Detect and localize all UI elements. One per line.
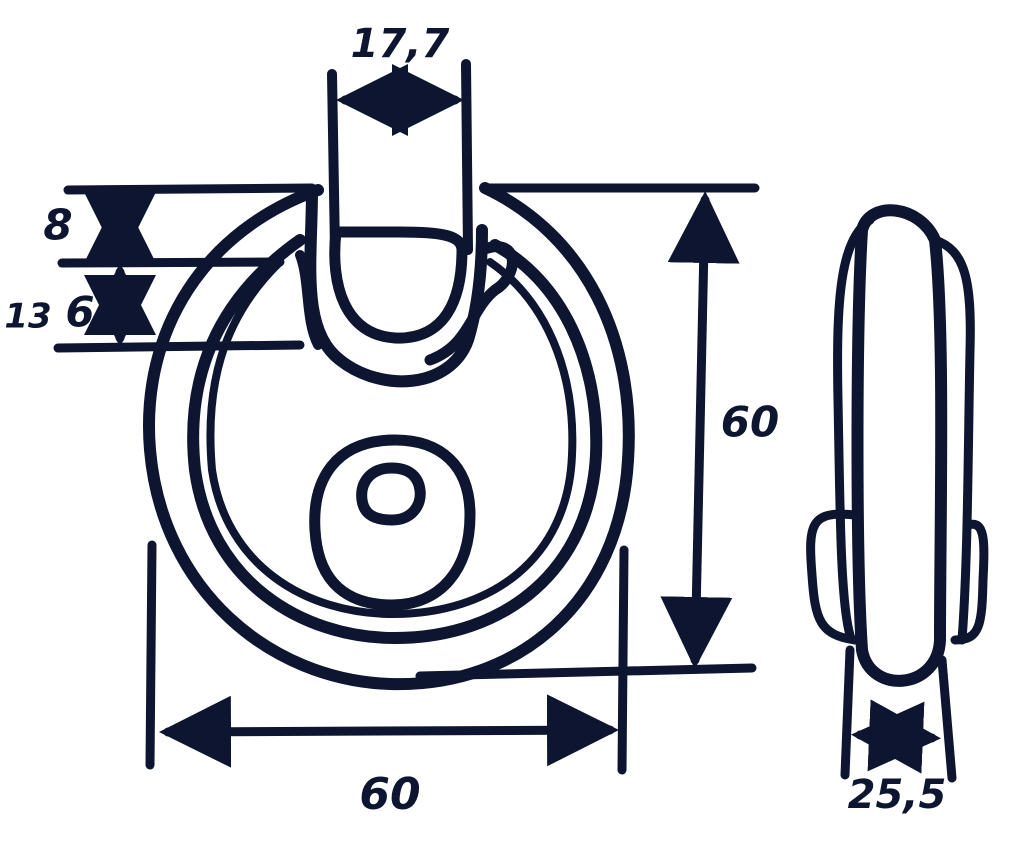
shackle-housing-curl — [424, 241, 518, 366]
dim-width-line — [159, 694, 619, 768]
shackle-housing-left-wing — [295, 250, 323, 350]
label-body-width: 60 — [359, 769, 420, 820]
front-view — [143, 59, 635, 691]
body-bevel-ring — [206, 258, 577, 618]
dim-mid-reference-line — [57, 257, 285, 268]
side-lug-left — [806, 509, 860, 645]
label-shackle-clearance: 8 — [43, 201, 72, 250]
dimension-labels: 17,7 8 13 6 60 60 25,5 — [4, 21, 946, 820]
dim-bottom-reference-line — [415, 663, 757, 681]
label-body-height: 60 — [721, 398, 779, 447]
label-shackle-depth-inner: 6 — [65, 288, 94, 337]
side-dim-right-extension — [937, 655, 957, 783]
label-body-thickness: 25,5 — [848, 772, 947, 818]
keyhole-inner — [356, 462, 426, 526]
shackle-right-leg — [461, 59, 473, 255]
side-view — [806, 204, 989, 687]
label-shackle-width: 17,7 — [351, 21, 450, 67]
body-inner-ring — [187, 234, 603, 644]
dim-lower-reference-line — [53, 340, 305, 353]
dim-right-extension-line — [617, 545, 629, 775]
dim-top-reference-line — [63, 183, 760, 195]
side-dimensions — [840, 645, 957, 783]
dim-left-extension-line — [145, 540, 157, 770]
side-body-back-right — [930, 235, 975, 645]
shackle-housing-inner — [329, 226, 468, 344]
side-dim-thickness-line — [851, 699, 941, 774]
shackle-left-leg — [327, 69, 340, 255]
label-shackle-depth-total: 13 — [4, 297, 51, 337]
dim-height-line — [660, 191, 740, 669]
side-dim-left-extension — [840, 645, 855, 780]
keyhole-outer — [309, 434, 476, 611]
front-dimensions — [53, 64, 760, 775]
side-body-back — [833, 215, 875, 640]
side-body-front — [851, 204, 948, 687]
body-outer-outline — [143, 182, 635, 691]
side-lug-right — [950, 519, 989, 645]
